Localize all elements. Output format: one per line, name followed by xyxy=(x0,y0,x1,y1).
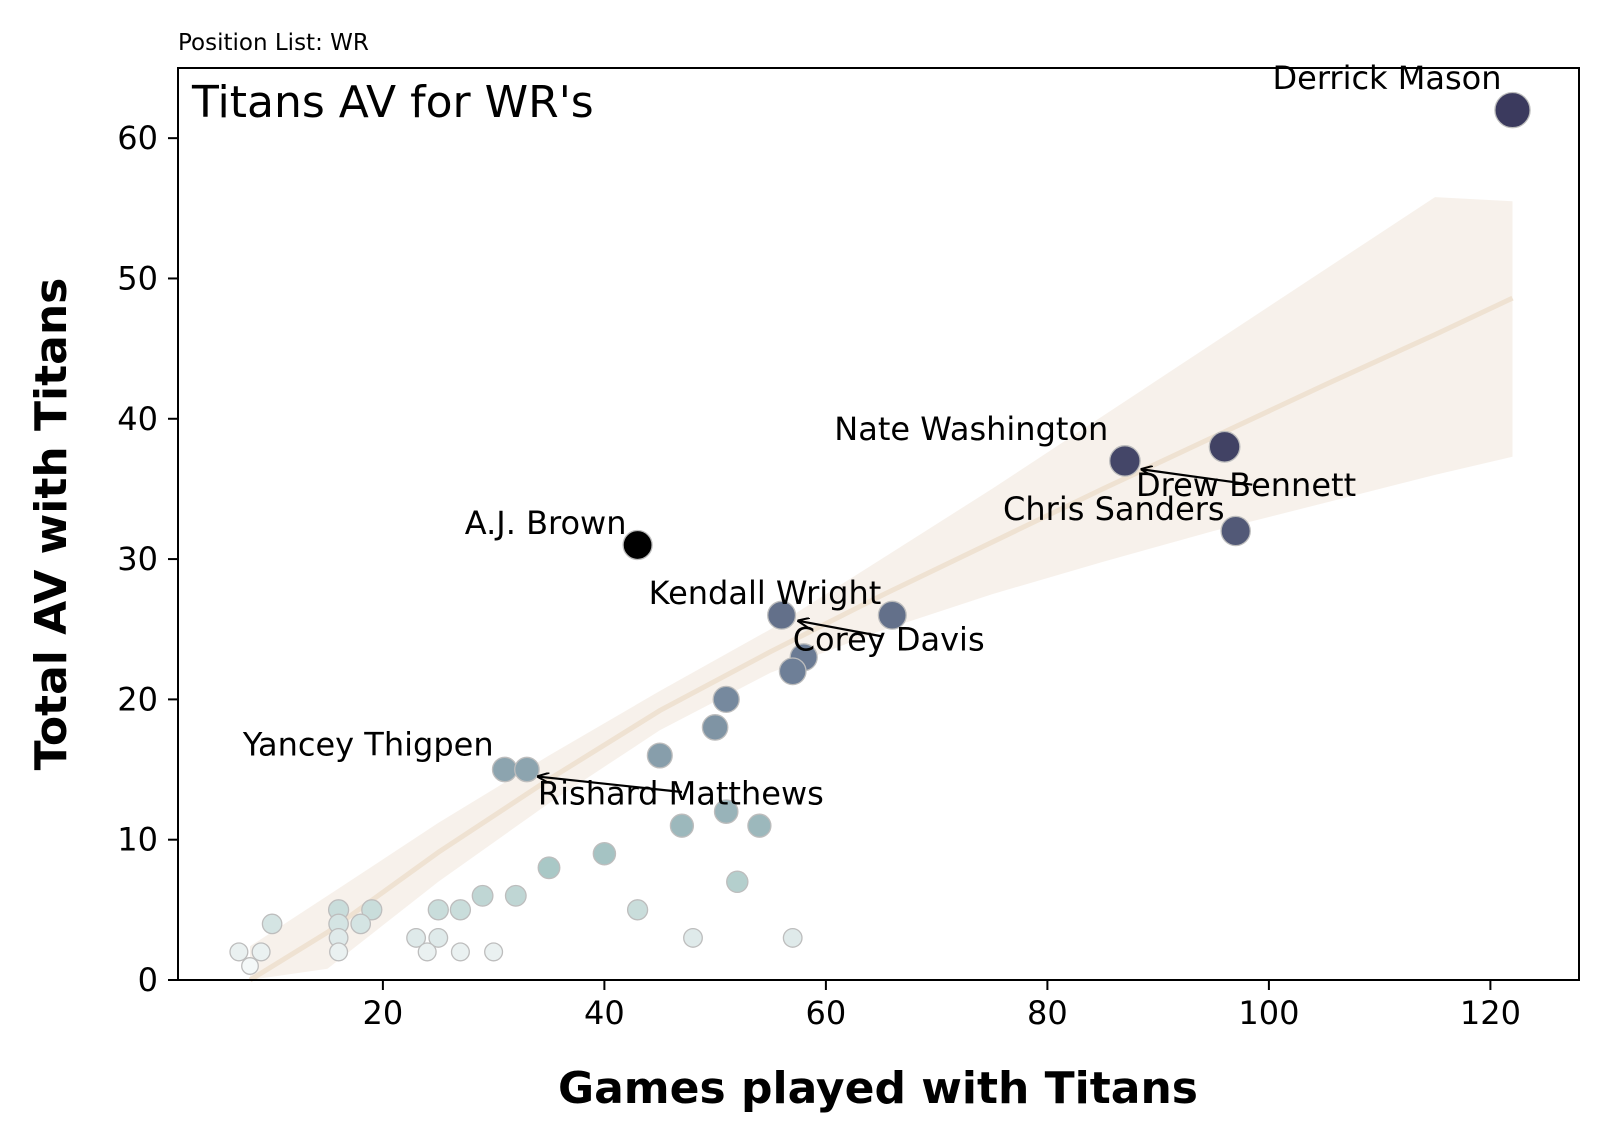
data-point xyxy=(417,942,437,962)
y-axis-label: Total AV with Titans xyxy=(26,278,77,771)
data-point xyxy=(713,799,739,824)
data-point xyxy=(450,942,470,962)
data-point xyxy=(726,870,749,894)
data-point xyxy=(1208,430,1241,463)
data-point xyxy=(350,913,372,935)
data-point xyxy=(747,813,772,838)
x-tick-label: 60 xyxy=(806,994,847,1032)
annotation-arrow xyxy=(538,777,683,794)
data-point xyxy=(484,942,504,962)
data-point xyxy=(622,529,653,561)
data-point xyxy=(491,756,518,783)
x-tick-label: 100 xyxy=(1238,994,1299,1032)
data-point xyxy=(329,942,349,962)
data-point xyxy=(683,927,703,948)
point-label: Nate Washington xyxy=(834,410,1108,448)
data-point xyxy=(626,899,649,921)
data-point xyxy=(646,742,673,769)
point-label: Chris Sanders xyxy=(1003,490,1225,528)
data-point xyxy=(427,899,449,921)
data-point xyxy=(1220,515,1251,547)
annotation-arrow xyxy=(798,621,882,638)
data-point xyxy=(241,957,259,975)
data-point xyxy=(712,685,740,714)
point-label: Kendall Wright xyxy=(649,574,882,612)
x-tick-label: 80 xyxy=(1027,994,1068,1032)
data-point xyxy=(778,657,807,686)
point-label: Yancey Thigpen xyxy=(242,726,494,764)
data-point xyxy=(592,841,617,866)
y-tick-label: 20 xyxy=(117,680,158,718)
data-point xyxy=(877,600,907,630)
data-point xyxy=(449,899,472,921)
point-label: Corey Davis xyxy=(793,620,985,658)
data-point xyxy=(504,884,527,907)
confidence-band xyxy=(250,197,1513,981)
data-point xyxy=(782,927,803,948)
data-point xyxy=(229,942,249,962)
y-tick-label: 50 xyxy=(117,259,158,297)
point-label: A.J. Brown xyxy=(465,504,627,542)
data-point xyxy=(261,913,283,935)
data-point xyxy=(1494,91,1531,129)
data-point xyxy=(428,927,449,948)
y-tick-label: 10 xyxy=(117,821,158,859)
chart-subtitle: Position List: WR xyxy=(178,30,369,56)
y-tick-label: 60 xyxy=(117,119,158,157)
trend-line xyxy=(248,295,1514,983)
data-point xyxy=(1109,445,1141,477)
data-point xyxy=(701,714,729,741)
data-point xyxy=(251,942,271,962)
y-tick-label: 0 xyxy=(138,961,158,999)
data-point xyxy=(767,600,797,630)
data-point xyxy=(514,756,540,783)
point-label: Drew Bennett xyxy=(1136,466,1356,504)
point-label: Rishard Matthews xyxy=(538,775,824,813)
y-tick-label: 40 xyxy=(117,400,158,438)
x-tick-label: 40 xyxy=(584,994,625,1032)
x-axis-label: Games played with Titans xyxy=(558,1063,1198,1114)
data-point xyxy=(361,899,383,921)
data-point xyxy=(669,813,695,838)
x-tick-label: 120 xyxy=(1460,994,1521,1032)
y-tick-label: 30 xyxy=(117,540,158,578)
point-label: Derrick Mason xyxy=(1272,59,1501,97)
annotation-arrow xyxy=(1142,469,1253,486)
data-point xyxy=(406,927,427,948)
chart-title: Titans AV for WR's xyxy=(191,77,594,128)
plot-frame xyxy=(177,67,1580,981)
data-point xyxy=(471,884,494,907)
x-tick-label: 20 xyxy=(363,994,404,1032)
data-point xyxy=(537,856,561,880)
